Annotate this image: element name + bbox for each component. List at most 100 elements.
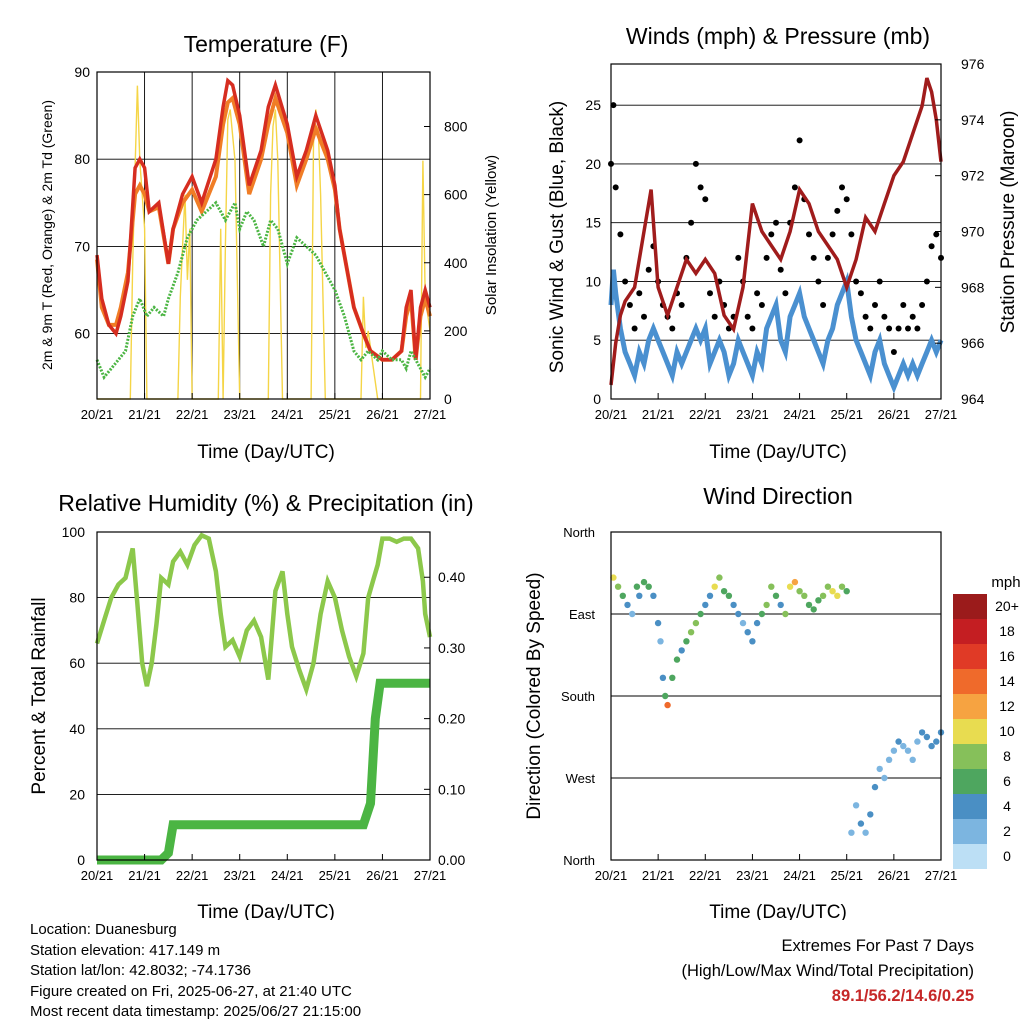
direction-point <box>819 592 827 599</box>
direction-point <box>683 638 690 645</box>
x-tick-label: 26/21 <box>366 407 399 422</box>
extremes-box: Extremes For Past 7 Days (High/Low/Max W… <box>681 934 974 1009</box>
x-tick-label: 21/21 <box>128 868 161 883</box>
gust-point <box>890 349 897 355</box>
direction-point <box>624 601 631 609</box>
direction-point <box>881 774 888 782</box>
y2-tick-label: 600 <box>444 187 468 203</box>
y2-tick-label: 0.00 <box>438 852 465 868</box>
x-tick-label: 20/21 <box>81 868 114 883</box>
y2-tick-label: 200 <box>444 323 468 339</box>
direction-point <box>725 592 733 599</box>
direction-frame <box>610 531 942 861</box>
gust-point <box>735 254 742 261</box>
legend-swatch <box>953 844 987 869</box>
gust-point <box>820 302 827 308</box>
direction-point <box>786 583 794 590</box>
direction-point <box>659 674 667 681</box>
humidity-title: Relative Humidity (%) & Precipitation (i… <box>58 490 473 516</box>
precip-line <box>97 678 430 865</box>
direction-point <box>834 592 841 599</box>
temperature-panel: Temperature (F) 60 70 80 90 0 200 400 600 800 20/… <box>39 31 500 463</box>
winds-series <box>608 77 944 394</box>
station-latlon: Station lat/lon: 42.8032; -74.1736 <box>30 962 252 979</box>
gust-point <box>768 231 775 238</box>
winds-xlabel: Time (Day/UTC) <box>709 442 847 463</box>
gust-point <box>862 313 869 320</box>
legend-label: 18 <box>999 623 1015 639</box>
legend-swatch <box>953 619 987 644</box>
direction-point <box>662 692 669 700</box>
x-tick-label: 21/21 <box>642 407 675 422</box>
y-tick-label: 10 <box>585 273 601 289</box>
y2-tick-label: 964 <box>961 391 985 407</box>
y2-tick-label: 968 <box>961 279 985 295</box>
x-tick-label: 23/21 <box>736 868 769 883</box>
legend-swatch <box>953 594 987 619</box>
gust-point <box>867 325 874 332</box>
direction-point <box>885 756 893 763</box>
station-location: Location: Duanesburg <box>30 921 177 938</box>
gust-point <box>834 207 841 214</box>
legend-label: 12 <box>999 698 1015 714</box>
gust-point <box>791 184 798 191</box>
direction-point <box>923 733 931 741</box>
rh-line <box>94 532 433 697</box>
y-tick-label: East <box>569 607 595 622</box>
direction-point <box>706 592 714 599</box>
direction-point <box>796 588 803 595</box>
direction-point <box>650 592 657 599</box>
gust-point <box>881 313 888 320</box>
y2-tick-label: 0.40 <box>438 569 465 585</box>
direction-point <box>914 738 921 745</box>
direction-point <box>657 638 664 645</box>
direction-point <box>610 574 617 581</box>
gust-point <box>853 278 860 285</box>
recent-timestamp: Most recent data timestamp: 2025/06/27 2… <box>30 1003 362 1020</box>
legend-label: 20+ <box>995 598 1019 614</box>
x-tick-label: 24/21 <box>783 868 816 883</box>
direction-point <box>687 629 695 636</box>
direction-point <box>619 592 626 599</box>
gust-point <box>876 278 883 285</box>
legend-title: mph <box>991 574 1020 591</box>
legend-swatch <box>953 794 987 819</box>
direction-point <box>673 656 681 663</box>
temperature-ylabel: 2m & 9m T (Red, Orange) & 2m Td (Green) <box>39 100 55 370</box>
direction-point <box>852 802 860 809</box>
direction-point <box>645 583 652 590</box>
x-tick-label: 20/21 <box>595 407 628 422</box>
y-tick-label: North <box>563 853 595 868</box>
y-tick-label: 80 <box>69 590 85 606</box>
gust-point <box>707 290 713 297</box>
y-tick-label: 80 <box>74 151 90 167</box>
direction-point <box>838 583 846 590</box>
gust-point <box>626 302 633 308</box>
gust-point <box>763 254 770 261</box>
direction-point <box>692 619 700 627</box>
direction-point <box>890 747 898 754</box>
direction-point <box>768 583 775 590</box>
y2-tick-label: 976 <box>961 56 985 72</box>
direction-grid <box>611 531 941 861</box>
gust-point <box>914 325 921 332</box>
figure-canvas: Temperature (F) 60708090020040060080020/… <box>29 23 1021 920</box>
winds-panel: Winds (mph) & Pressure (mb) 0 5 10 15 20 25 96… <box>547 23 1019 463</box>
x-tick-label: 23/21 <box>736 407 769 422</box>
y-tick-label: 40 <box>69 721 85 737</box>
station-info: Location: Duanesburg Station elevation: … <box>30 920 361 1023</box>
dewpoint-line <box>95 198 432 381</box>
direction-point <box>918 729 926 736</box>
temp-2m-line <box>95 77 432 362</box>
temperature-series <box>95 77 432 400</box>
gust-point <box>631 325 638 332</box>
y-tick-label: South <box>561 689 595 704</box>
x-tick-label: 26/21 <box>878 407 911 422</box>
gust-point <box>919 302 926 308</box>
legend-label: 10 <box>999 723 1015 739</box>
legend-label: 8 <box>1003 748 1011 764</box>
winds-ylabel-right: Station Pressure (Maroon) <box>998 111 1019 334</box>
temperature-xlabel: Time (Day/UTC) <box>197 442 335 463</box>
legend-swatch <box>953 769 987 794</box>
